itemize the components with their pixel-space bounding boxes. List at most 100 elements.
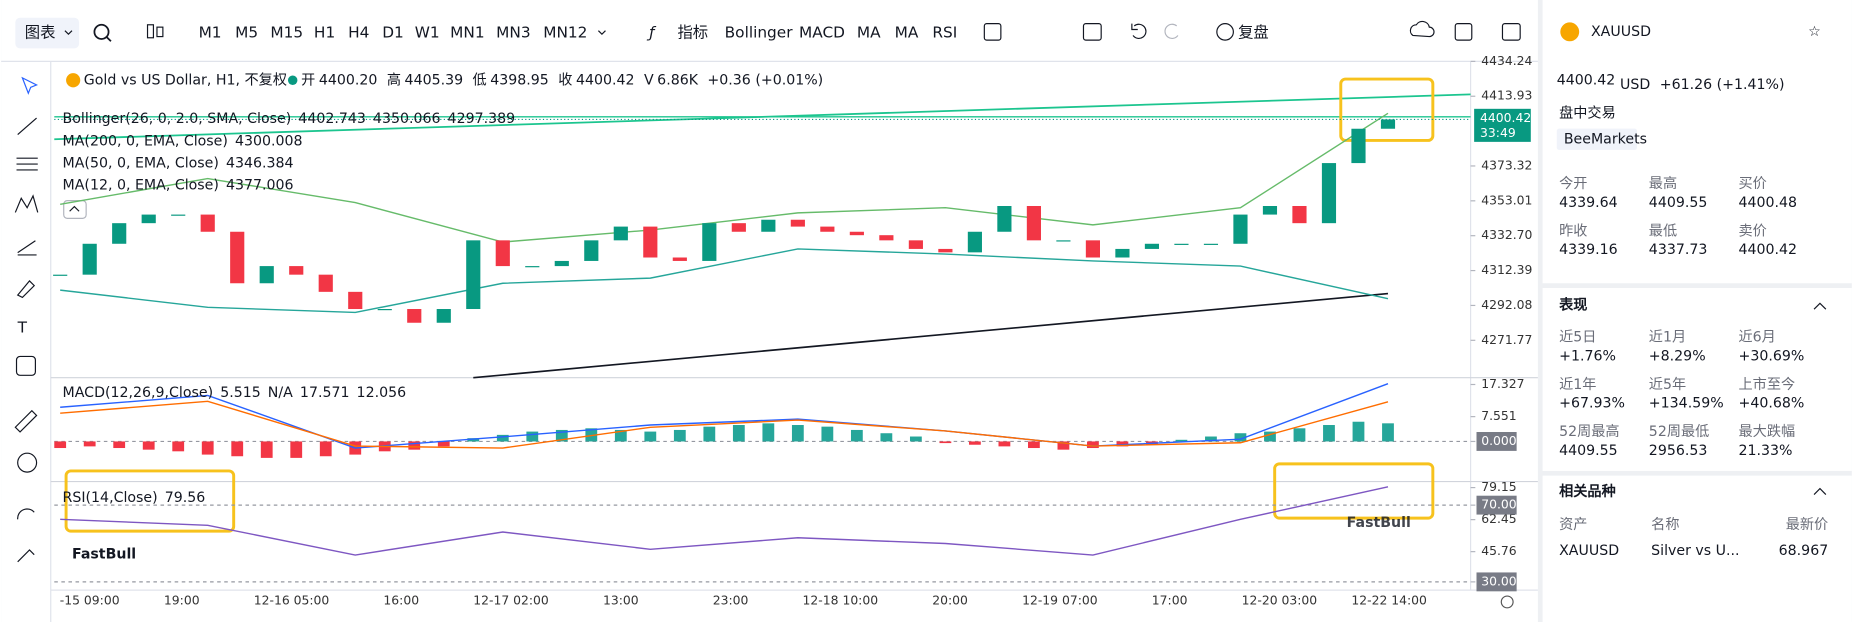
stat-label: 最低: [1649, 223, 1677, 239]
candle: [613, 226, 628, 241]
collapse-icon[interactable]: [1813, 487, 1827, 495]
timeframe-button[interactable]: M1: [199, 24, 222, 42]
indicator-label: MA(200, 0, EMA, Close): [63, 133, 228, 149]
indicator-button[interactable]: MA: [895, 24, 919, 42]
timeframe-button[interactable]: H4: [348, 24, 369, 42]
fullscreen-icon[interactable]: [1501, 23, 1521, 41]
histogram-bar: [1057, 441, 1070, 450]
search-icon[interactable]: [93, 23, 110, 40]
indicator-button[interactable]: Bollinger: [725, 24, 794, 42]
candle: [348, 291, 363, 310]
undo-icon[interactable]: [1131, 23, 1147, 39]
x-tick-label: 20:00: [932, 592, 968, 607]
table-header: 资产: [1559, 517, 1587, 533]
timeframe-button[interactable]: M15: [270, 24, 303, 42]
magnet-tool[interactable]: [17, 508, 35, 520]
indicators-button[interactable]: 指标: [677, 24, 708, 42]
y-tick-label: 4332.70: [1481, 227, 1532, 242]
histogram-bar: [172, 441, 185, 452]
stat-label: 近6月: [1739, 330, 1776, 346]
candle: [1351, 128, 1366, 164]
fib-tool[interactable]: [16, 157, 38, 171]
chart-type-icon: [156, 26, 164, 38]
candle: [377, 309, 392, 311]
more-timeframes-icon: [597, 30, 606, 36]
emoji-tool[interactable]: [15, 355, 36, 376]
collapse-legend-button[interactable]: [63, 200, 87, 219]
histogram-bar: [467, 438, 480, 442]
cloud-icon[interactable]: [1409, 20, 1435, 38]
candle: [466, 240, 481, 310]
histogram-bar: [1028, 441, 1040, 449]
y-tick-label: 45.76: [1481, 543, 1517, 558]
stat-value: 4339.64: [1559, 195, 1618, 211]
candle: [908, 240, 923, 249]
highlight-box: [1273, 462, 1435, 520]
indicator-button[interactable]: RSI: [932, 24, 957, 42]
share-icon[interactable]: [1454, 23, 1473, 41]
histogram-bar: [231, 441, 244, 457]
candle: [672, 257, 687, 261]
timeframe-button[interactable]: D1: [382, 24, 404, 42]
indicator-value: 4300.008: [235, 133, 303, 149]
histogram-bar: [408, 441, 421, 450]
collapse-icon[interactable]: [1813, 302, 1827, 310]
candle: [1380, 119, 1396, 129]
alert-icon[interactable]: [1082, 23, 1102, 41]
template-icon[interactable]: [983, 23, 1002, 41]
table-cell: XAUUSD: [1559, 543, 1619, 559]
x-tick-label: 17:00: [1152, 592, 1188, 607]
table-header: 最新价: [1786, 517, 1828, 533]
performance-panel: [1542, 287, 1852, 471]
settings-icon[interactable]: [1500, 595, 1514, 609]
histogram-bar: [1087, 441, 1099, 449]
x-tick-label: 19:00: [164, 592, 200, 607]
stat-label: 昨收: [1559, 223, 1587, 239]
related-panel: [1542, 475, 1852, 622]
cursor-tool[interactable]: [21, 76, 39, 95]
watchlist-star[interactable]: ☆: [1808, 24, 1821, 40]
timeframe-button[interactable]: MN1: [450, 24, 484, 42]
stat-label: 近1月: [1649, 330, 1686, 346]
stat-value: 4400.42: [1739, 242, 1798, 258]
indicator-button[interactable]: MA: [857, 24, 881, 42]
timeframe-button[interactable]: MN3: [496, 24, 530, 42]
legend-label: 收: [558, 72, 572, 88]
candle: [1174, 243, 1189, 245]
pattern-tool[interactable]: [14, 194, 39, 213]
ruler-tool[interactable]: [14, 409, 38, 433]
zoom-tool[interactable]: [17, 452, 38, 473]
symbol-icon: [1560, 22, 1580, 42]
histogram-bar: [54, 441, 67, 449]
line-tool[interactable]: [17, 117, 37, 135]
stat-value: +8.29%: [1649, 348, 1706, 364]
text-tool[interactable]: T: [17, 319, 28, 337]
histogram-bar: [968, 441, 981, 445]
chart-menu-label[interactable]: 图表: [25, 24, 56, 42]
histogram-bar: [1205, 436, 1217, 442]
timeframe-button[interactable]: M5: [235, 24, 258, 42]
indicator-button[interactable]: MACD: [799, 24, 845, 42]
candle: [436, 309, 451, 323]
change: +0.36 (+0.01%): [707, 72, 823, 88]
chart-type-icon[interactable]: [146, 24, 155, 39]
histogram-bar: [1234, 433, 1247, 442]
timeframe-button[interactable]: H1: [314, 24, 335, 42]
redo-icon[interactable]: [1164, 23, 1179, 39]
brush-tool[interactable]: [16, 280, 36, 299]
timeframe-button[interactable]: W1: [415, 24, 440, 42]
histogram-bar: [1352, 421, 1365, 442]
lock-tool[interactable]: [17, 549, 35, 563]
indicator-value: 4297.389: [448, 111, 516, 127]
replay-button[interactable]: 复盘: [1238, 24, 1269, 42]
y-tick-label: 0.000: [1481, 433, 1517, 448]
symbol-icon: [66, 73, 81, 88]
candle: [525, 266, 540, 268]
tick-badge: [1476, 432, 1517, 451]
projection-tool[interactable]: [17, 240, 37, 256]
timeframe-button[interactable]: MN12: [543, 24, 587, 42]
chart-menu-button[interactable]: [15, 17, 80, 49]
candle: [112, 223, 127, 244]
stat-value: 4409.55: [1649, 195, 1708, 211]
indicator-value: 12.056: [357, 385, 407, 401]
